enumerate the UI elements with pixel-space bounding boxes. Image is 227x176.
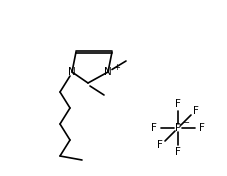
- Text: F: F: [192, 106, 198, 116]
- Text: F: F: [156, 140, 162, 150]
- Text: P: P: [174, 123, 180, 133]
- Text: F: F: [174, 147, 180, 157]
- Text: +: +: [113, 62, 120, 71]
- Text: F: F: [174, 99, 180, 109]
- Text: N: N: [104, 67, 111, 77]
- Text: F: F: [198, 123, 204, 133]
- Text: N: N: [68, 67, 76, 77]
- Text: −: −: [182, 118, 189, 127]
- Text: F: F: [151, 123, 156, 133]
